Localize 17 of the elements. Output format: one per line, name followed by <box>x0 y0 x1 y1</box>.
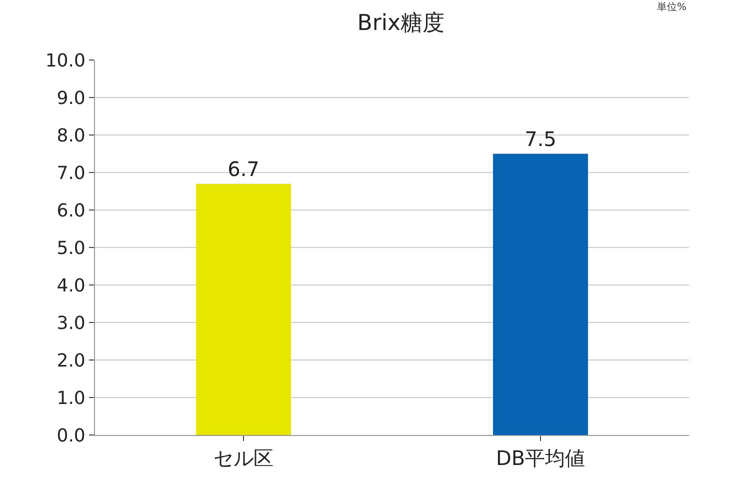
y-tick-label: 2.0 <box>56 350 86 372</box>
y-tick-label: 3.0 <box>56 312 86 334</box>
y-tick-label: 8.0 <box>56 125 86 146</box>
y-tick-label: 9.0 <box>56 88 86 109</box>
y-tick-label: 4.0 <box>56 275 86 296</box>
y-tick-label: 7.0 <box>56 162 86 184</box>
y-tick-label: 5.0 <box>56 238 86 259</box>
x-tick-label: セル区 <box>214 446 274 470</box>
y-tick-label: 0.0 <box>56 425 86 446</box>
data-label: 7.5 <box>524 126 556 151</box>
y-tick-label: 6.0 <box>56 200 86 222</box>
chart-title: Brix糖度 <box>357 11 445 36</box>
y-tick-label: 10.0 <box>45 50 86 72</box>
text: 単位% <box>657 1 687 13</box>
x-tick-label: DB平均値 <box>496 446 586 470</box>
y-tick-label: 1.0 <box>56 388 86 409</box>
data-label: 6.7 <box>228 156 260 181</box>
